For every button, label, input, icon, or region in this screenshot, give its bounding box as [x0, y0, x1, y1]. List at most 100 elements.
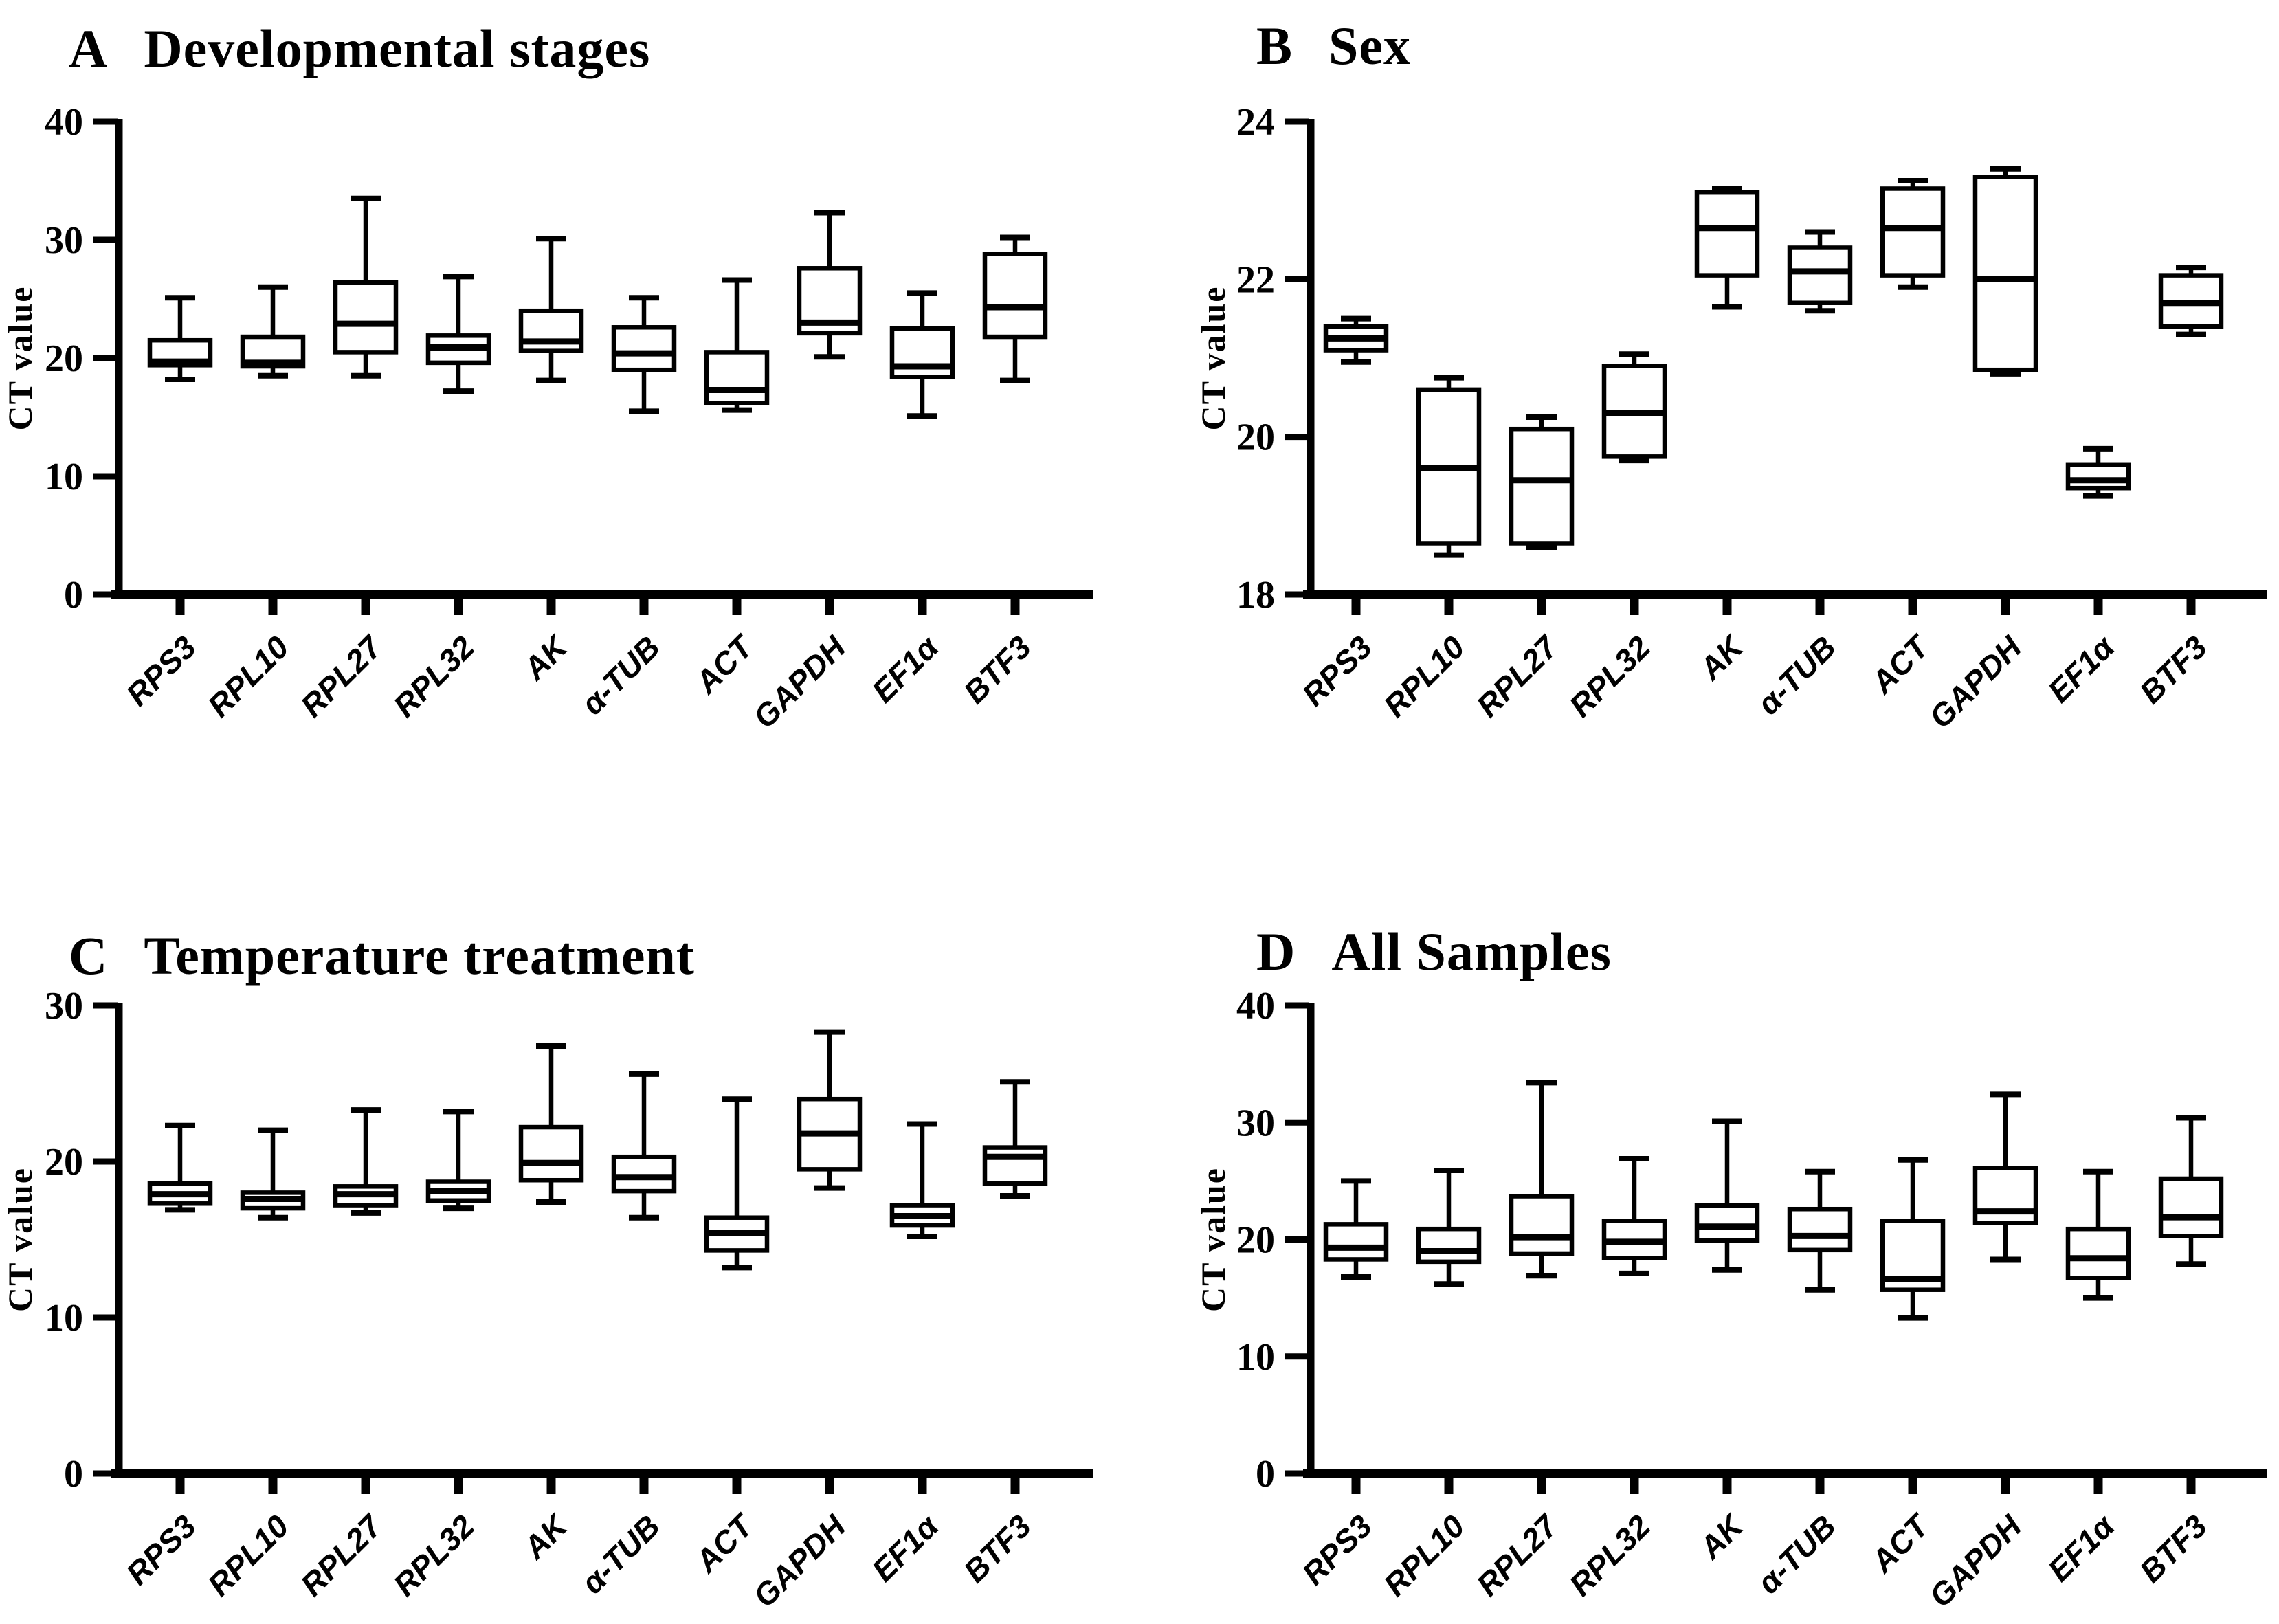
box-BTF3: [982, 234, 1048, 383]
iqr-box: [1694, 1203, 1760, 1243]
y-tick-label: 0: [64, 574, 83, 616]
box-α-TUB: [611, 295, 677, 414]
category-label: GAPDH: [1922, 629, 2029, 735]
box-AK: [1694, 186, 1760, 310]
box-RPL10: [240, 284, 306, 379]
panel-c-title: C Temperature treatment: [69, 925, 695, 987]
panel-b-title: B Sex: [1256, 15, 1411, 77]
y-tick-label: 30: [45, 985, 83, 1027]
category-label: RPL10: [1377, 1508, 1471, 1603]
y-tick-label: 18: [1236, 574, 1275, 616]
category-label: AK: [1692, 627, 1751, 687]
category-label: α-TUB: [574, 1508, 667, 1601]
y-axis-label: CT value: [1194, 286, 1232, 431]
iqr-box: [1416, 1226, 1482, 1265]
iqr-box: [1509, 1194, 1575, 1256]
box-RPS3: [1323, 1178, 1389, 1280]
category-label: RPL32: [1562, 1508, 1657, 1603]
iqr-box: [2158, 1176, 2224, 1238]
category-label: BTF3: [2133, 629, 2214, 710]
category-label: RPL27: [293, 628, 390, 724]
box-RPS3: [1323, 315, 1389, 365]
category-label: ACT: [1864, 627, 1937, 701]
category-label: ACT: [1864, 1506, 1937, 1580]
category-label: AK: [516, 1506, 575, 1566]
iqr-box: [889, 326, 955, 379]
iqr-box: [2065, 1226, 2131, 1280]
category-label: α-TUB: [1750, 629, 1843, 722]
y-tick-label: 40: [1236, 985, 1275, 1027]
box-RPS3: [147, 1122, 213, 1213]
box-BTF3: [2158, 265, 2224, 337]
y-tick-label: 24: [1236, 101, 1275, 144]
category-label: GAPDH: [746, 629, 853, 735]
category-label: AK: [1692, 1506, 1751, 1566]
y-tick-label: 30: [1236, 1102, 1275, 1144]
category-label: RPS3: [1295, 629, 1379, 713]
box-GAPDH: [797, 1029, 863, 1191]
iqr-box: [2065, 462, 2131, 491]
box-EF1α: [889, 1121, 955, 1239]
box-AK: [518, 236, 584, 383]
box-ACT: [704, 1096, 770, 1271]
y-tick-label: 0: [64, 1453, 83, 1495]
category-label: RPL32: [386, 1508, 481, 1603]
box-EF1α: [2065, 445, 2131, 499]
y-tick-label: 20: [1236, 1219, 1275, 1262]
iqr-box: [518, 308, 584, 353]
category-label: RPL27: [293, 1507, 390, 1603]
box-RPL32: [1601, 351, 1667, 464]
y-tick-label: 22: [1236, 258, 1275, 301]
iqr-box: [1972, 1166, 2038, 1225]
y-tick-label: 10: [45, 1297, 83, 1339]
box-α-TUB: [1787, 1168, 1853, 1293]
category-label: EF1α: [865, 1507, 946, 1588]
category-label: RPL10: [201, 629, 296, 724]
category-label: EF1α: [865, 628, 946, 709]
box-α-TUB: [1787, 229, 1853, 314]
box-ACT: [1880, 1157, 1946, 1321]
category-label: RPL27: [1469, 1507, 1566, 1603]
category-label: EF1α: [2041, 1507, 2122, 1588]
iqr-box: [982, 252, 1048, 340]
iqr-box: [1694, 190, 1760, 278]
y-axis-label: CT value: [1194, 1167, 1232, 1312]
panel-d-letter: D: [1256, 922, 1296, 981]
iqr-box: [333, 280, 399, 355]
panel-a-title-text: Developmental stages: [144, 19, 651, 78]
box-ACT: [1880, 178, 1946, 290]
category-label: GAPDH: [1922, 1508, 2029, 1614]
box-RPL32: [1601, 1156, 1667, 1276]
category-label: ACT: [688, 627, 761, 701]
iqr-box: [1972, 175, 2038, 372]
box-RPL27: [333, 195, 399, 379]
panel-a-letter: A: [69, 19, 109, 78]
y-tick-label: 10: [1236, 1336, 1275, 1379]
box-RPL10: [240, 1127, 306, 1221]
iqr-box: [1880, 186, 1946, 278]
y-tick-label: 30: [45, 219, 83, 262]
y-tick-label: 20: [45, 1141, 83, 1183]
panel-a-title: A Developmental stages: [69, 18, 650, 80]
box-RPL32: [425, 274, 491, 394]
iqr-box: [611, 1154, 677, 1194]
y-tick-label: 10: [45, 456, 83, 498]
category-label: RPL27: [1469, 628, 1566, 724]
box-RPS3: [147, 295, 213, 382]
box-RPL32: [425, 1109, 491, 1212]
category-label: RPL10: [201, 1508, 296, 1603]
category-label: RPL32: [1562, 629, 1657, 724]
category-label: BTF3: [957, 629, 1038, 710]
box-AK: [1694, 1118, 1760, 1273]
box-α-TUB: [611, 1071, 677, 1221]
box-RPL10: [1416, 375, 1482, 558]
box-ACT: [704, 277, 770, 413]
box-EF1α: [2065, 1168, 2131, 1301]
category-label: BTF3: [957, 1508, 1038, 1589]
box-RPL10: [1416, 1168, 1482, 1287]
